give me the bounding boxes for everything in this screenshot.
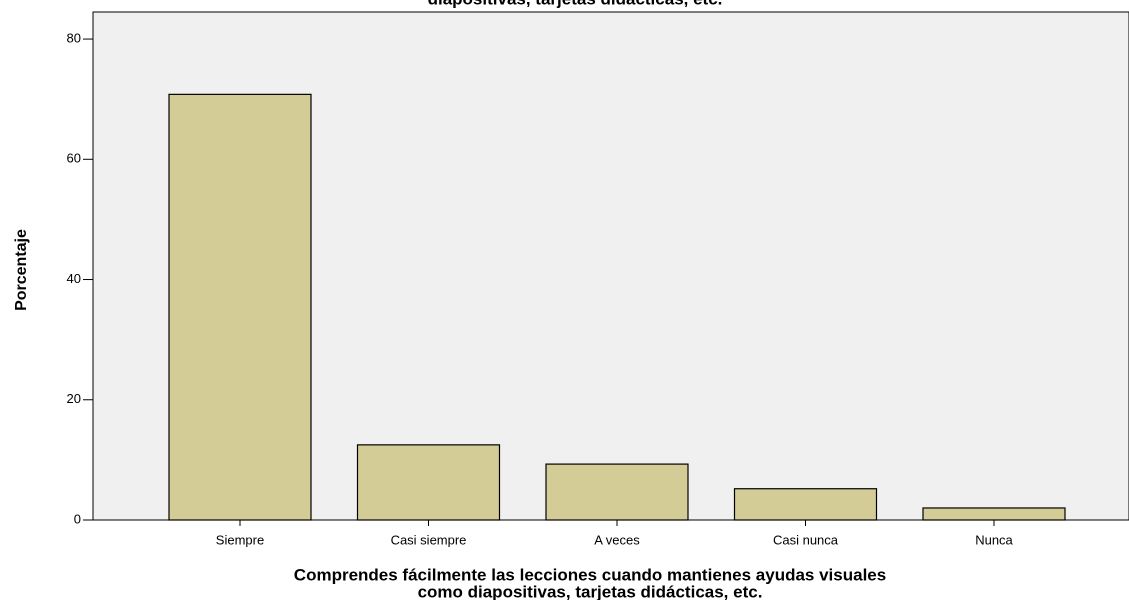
bar bbox=[168, 93, 312, 521]
x-tick-label: Casi siempre bbox=[391, 532, 467, 547]
x-axis-label: Comprendes fácilmente las lecciones cuan… bbox=[294, 565, 886, 584]
y-tick-label: 40 bbox=[67, 271, 81, 286]
x-tick-label: Casi nunca bbox=[773, 532, 839, 547]
x-tick-label: A veces bbox=[594, 532, 640, 547]
y-tick-label: 60 bbox=[67, 151, 81, 166]
bar bbox=[733, 488, 878, 521]
y-axis-label: Porcentaje bbox=[13, 229, 30, 311]
x-tick-label: Siempre bbox=[216, 532, 264, 547]
bar bbox=[922, 507, 1066, 521]
chart-title: diapositivas, tarjetas didácticas, etc. bbox=[428, 0, 723, 8]
bar bbox=[356, 444, 501, 521]
x-tick-label: Nunca bbox=[975, 532, 1013, 547]
y-tick-label: 20 bbox=[67, 391, 81, 406]
y-tick-label: 0 bbox=[74, 511, 81, 526]
bar bbox=[545, 463, 689, 521]
y-tick-label: 80 bbox=[67, 30, 81, 45]
x-axis-label: como diapositivas, tarjetas didácticas, … bbox=[418, 582, 763, 600]
